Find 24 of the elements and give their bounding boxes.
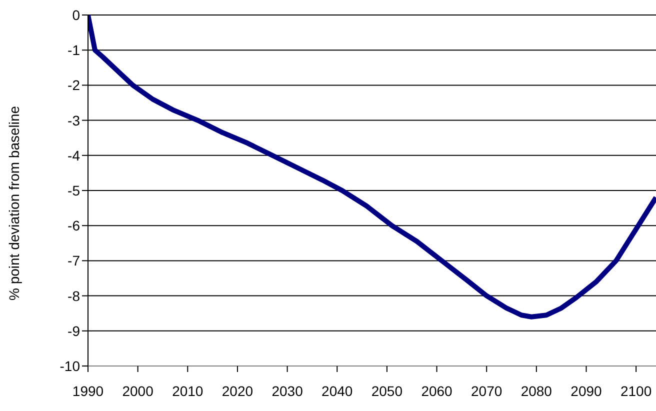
x-tick-label: 2000 [122, 382, 154, 399]
x-tick-label: 2090 [570, 382, 602, 399]
x-tick-label: 1990 [72, 382, 104, 399]
x-tick-label: 2040 [322, 382, 353, 399]
x-tick-label: 2080 [520, 382, 552, 399]
x-tick-label: 2020 [222, 382, 254, 399]
y-tick-label: -2 [68, 77, 80, 94]
y-tick-label: -7 [68, 252, 80, 269]
y-axis-title: % point deviation from baseline [6, 106, 22, 300]
y-tick-label: -9 [68, 322, 80, 339]
x-tick-label: 2070 [471, 382, 502, 399]
y-tick-label: -3 [68, 112, 80, 128]
x-tick-label: 2030 [272, 382, 304, 399]
y-tick-label: -6 [68, 218, 80, 234]
x-tick-label: 2060 [421, 382, 453, 399]
x-tick-label: 2010 [172, 382, 204, 399]
y-tick-label: -8 [68, 288, 80, 304]
x-tick-label: 2050 [371, 382, 403, 399]
y-tick-label: -1 [68, 42, 80, 58]
y-tick-label: 0 [72, 6, 80, 23]
x-tick-label: 2100 [620, 382, 652, 399]
y-tick-label: -5 [68, 182, 80, 198]
y-tick-label: -4 [68, 147, 80, 164]
y-tick-label: -10 [60, 358, 80, 374]
